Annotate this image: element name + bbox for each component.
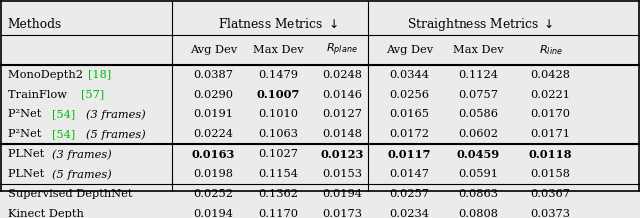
Text: 0.0191: 0.0191 bbox=[193, 109, 234, 119]
Text: 0.0367: 0.0367 bbox=[531, 189, 571, 199]
Text: 0.1124: 0.1124 bbox=[458, 70, 498, 80]
Text: 0.0194: 0.0194 bbox=[193, 209, 234, 218]
Text: [57]: [57] bbox=[81, 90, 104, 100]
Text: 0.0602: 0.0602 bbox=[458, 129, 498, 140]
Text: 0.0863: 0.0863 bbox=[458, 189, 498, 199]
Text: 0.0257: 0.0257 bbox=[389, 189, 429, 199]
Text: TrainFlow: TrainFlow bbox=[8, 90, 70, 100]
Text: Flatness Metrics $\downarrow$: Flatness Metrics $\downarrow$ bbox=[218, 17, 338, 31]
Text: 0.1362: 0.1362 bbox=[259, 189, 299, 199]
Text: 0.0171: 0.0171 bbox=[531, 129, 571, 140]
Text: 0.0172: 0.0172 bbox=[389, 129, 429, 140]
Text: [54]: [54] bbox=[52, 109, 75, 119]
Text: Supervised DepthNet: Supervised DepthNet bbox=[8, 189, 132, 199]
Text: Avg Dev: Avg Dev bbox=[190, 45, 237, 55]
Text: 0.0123: 0.0123 bbox=[321, 149, 364, 160]
Text: $R_{line}$: $R_{line}$ bbox=[539, 43, 563, 57]
Text: 0.0290: 0.0290 bbox=[193, 90, 234, 100]
Text: Max Dev: Max Dev bbox=[253, 45, 304, 55]
Text: 0.0163: 0.0163 bbox=[192, 149, 236, 160]
Text: 0.0221: 0.0221 bbox=[531, 90, 571, 100]
Text: 0.0146: 0.0146 bbox=[323, 90, 362, 100]
Text: PLNet: PLNet bbox=[8, 169, 47, 179]
Text: Methods: Methods bbox=[8, 18, 62, 31]
Text: 0.0147: 0.0147 bbox=[389, 169, 429, 179]
Text: 0.1010: 0.1010 bbox=[259, 109, 299, 119]
Text: 0.0198: 0.0198 bbox=[193, 169, 234, 179]
Text: 0.0158: 0.0158 bbox=[531, 169, 571, 179]
Text: 0.0224: 0.0224 bbox=[193, 129, 234, 140]
Text: (5 frames): (5 frames) bbox=[52, 169, 111, 180]
Text: Straightness Metrics $\downarrow$: Straightness Metrics $\downarrow$ bbox=[407, 16, 553, 33]
Text: MonoDepth2: MonoDepth2 bbox=[8, 70, 86, 80]
Text: 0.0148: 0.0148 bbox=[323, 129, 362, 140]
Text: 0.0252: 0.0252 bbox=[193, 189, 234, 199]
Text: 0.1154: 0.1154 bbox=[259, 169, 299, 179]
Text: 0.0194: 0.0194 bbox=[323, 189, 362, 199]
Text: 0.0459: 0.0459 bbox=[456, 149, 500, 160]
Text: 0.0127: 0.0127 bbox=[323, 109, 362, 119]
Text: $R_{plane}$: $R_{plane}$ bbox=[326, 42, 358, 58]
Text: 0.0256: 0.0256 bbox=[389, 90, 429, 100]
Text: Kinect Depth: Kinect Depth bbox=[8, 209, 84, 218]
Text: 0.0173: 0.0173 bbox=[323, 209, 362, 218]
Text: 0.0344: 0.0344 bbox=[389, 70, 429, 80]
Text: 0.1170: 0.1170 bbox=[259, 209, 299, 218]
Text: (3 frames): (3 frames) bbox=[52, 149, 111, 160]
Text: 0.1063: 0.1063 bbox=[259, 129, 299, 140]
Text: 0.0153: 0.0153 bbox=[323, 169, 362, 179]
Text: 0.0118: 0.0118 bbox=[529, 149, 572, 160]
Text: 0.0373: 0.0373 bbox=[531, 209, 571, 218]
Text: Avg Dev: Avg Dev bbox=[386, 45, 433, 55]
Text: 0.0170: 0.0170 bbox=[531, 109, 571, 119]
Text: 0.0757: 0.0757 bbox=[458, 90, 498, 100]
Text: P²Net: P²Net bbox=[8, 129, 45, 140]
Text: [54]: [54] bbox=[52, 129, 75, 140]
Text: 0.1007: 0.1007 bbox=[257, 89, 300, 100]
Text: [18]: [18] bbox=[88, 70, 111, 80]
Text: 0.0248: 0.0248 bbox=[323, 70, 362, 80]
Text: PLNet: PLNet bbox=[8, 149, 47, 159]
Text: 0.1479: 0.1479 bbox=[259, 70, 299, 80]
Text: P²Net: P²Net bbox=[8, 109, 45, 119]
Text: Max Dev: Max Dev bbox=[452, 45, 503, 55]
Text: (5 frames): (5 frames) bbox=[86, 129, 146, 140]
Text: 0.0165: 0.0165 bbox=[389, 109, 429, 119]
Text: (3 frames): (3 frames) bbox=[86, 109, 146, 120]
Text: 0.0387: 0.0387 bbox=[193, 70, 234, 80]
Text: 0.1027: 0.1027 bbox=[259, 149, 299, 159]
Text: 0.0586: 0.0586 bbox=[458, 109, 498, 119]
Text: 0.0117: 0.0117 bbox=[387, 149, 431, 160]
Text: 0.0234: 0.0234 bbox=[389, 209, 429, 218]
Text: 0.0428: 0.0428 bbox=[531, 70, 571, 80]
Text: 0.0808: 0.0808 bbox=[458, 209, 498, 218]
Text: 0.0591: 0.0591 bbox=[458, 169, 498, 179]
